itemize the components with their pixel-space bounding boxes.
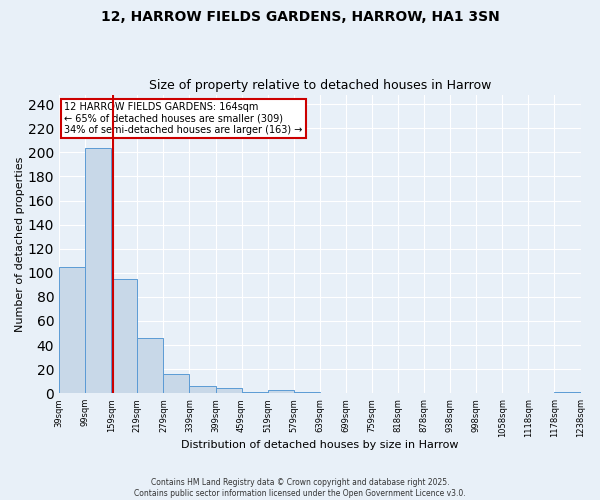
- Bar: [137, 338, 163, 393]
- Bar: [268, 390, 294, 393]
- Y-axis label: Number of detached properties: Number of detached properties: [15, 156, 25, 332]
- Bar: [554, 392, 581, 393]
- Title: Size of property relative to detached houses in Harrow: Size of property relative to detached ho…: [149, 79, 491, 92]
- Bar: [190, 386, 215, 393]
- Bar: [242, 392, 268, 393]
- Bar: [111, 279, 137, 393]
- Text: Contains HM Land Registry data © Crown copyright and database right 2025.
Contai: Contains HM Land Registry data © Crown c…: [134, 478, 466, 498]
- Bar: [294, 392, 320, 393]
- X-axis label: Distribution of detached houses by size in Harrow: Distribution of detached houses by size …: [181, 440, 458, 450]
- Bar: [215, 388, 242, 393]
- Text: 12 HARROW FIELDS GARDENS: 164sqm
← 65% of detached houses are smaller (309)
34% : 12 HARROW FIELDS GARDENS: 164sqm ← 65% o…: [64, 102, 303, 135]
- Text: 12, HARROW FIELDS GARDENS, HARROW, HA1 3SN: 12, HARROW FIELDS GARDENS, HARROW, HA1 3…: [101, 10, 499, 24]
- Bar: [163, 374, 190, 393]
- Bar: [85, 148, 111, 393]
- Bar: [59, 267, 85, 393]
